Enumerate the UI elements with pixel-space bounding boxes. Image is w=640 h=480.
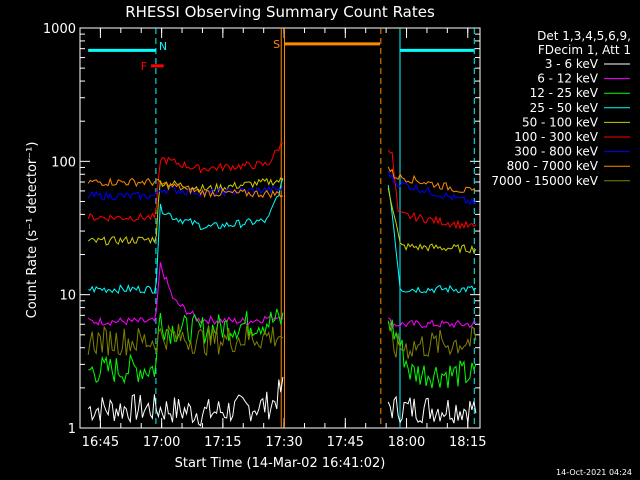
plot-frame [79,27,481,429]
legend-label: 100 - 300 keV [514,130,598,144]
series-line [387,170,477,206]
series-line [387,395,477,424]
legend-label: 300 - 800 keV [514,145,598,159]
x-tick-label: 17:30 [265,435,302,450]
legend-label: 50 - 100 keV [522,115,599,129]
x-tick-label: 17:00 [143,435,180,450]
series-line [87,185,284,201]
x-tick-label: 16:45 [82,435,119,450]
footer-timestamp: 14-Oct-2021 04:24 [556,468,632,477]
series-line [87,376,284,427]
annotation-label: N [159,40,167,53]
series-line [387,185,477,294]
series-line [87,177,284,199]
y-axis-label: Count Rate (s⁻¹ detector⁻¹) [25,142,40,319]
series-line [387,149,477,230]
legend-label: 25 - 50 keV [530,101,599,115]
series-line [387,317,477,330]
x-axis-label: Start Time (14-Mar-02 16:41:02) [175,456,386,471]
x-tick-label: 18:15 [449,435,486,450]
series-line [387,319,477,389]
series-line [87,262,284,327]
series-line [87,323,284,357]
y-tick-label: 100 [51,155,76,170]
series-line [88,308,284,385]
x-tick-label: 17:15 [204,435,241,450]
annotation-label: S [273,38,280,51]
legend-label: 12 - 25 keV [530,86,599,100]
legend-label: 800 - 7000 keV [507,159,599,173]
legend-label: 6 - 12 keV [537,72,599,86]
y-tick-label: 1 [68,422,76,437]
series-line [87,176,284,246]
series-line [388,322,477,359]
series-line [88,177,284,295]
series-line [387,166,477,193]
legend-header-1: Det 1,3,4,5,6,9, [537,29,631,43]
series-line [387,187,477,254]
chart-title: RHESSI Observing Summary Count Rates [125,3,435,21]
series-line [87,142,283,222]
y-tick-label: 10 [59,289,76,304]
y-tick-label: 1000 [43,22,76,37]
legend-header-2: FDecim 1, Att 1 [538,43,631,57]
legend-label: 7000 - 15000 keV [491,174,598,188]
x-tick-label: 18:00 [388,435,425,450]
annotation-label: F [141,60,147,73]
x-tick-label: 17:45 [327,435,364,450]
legend-label: 3 - 6 keV [545,57,599,71]
